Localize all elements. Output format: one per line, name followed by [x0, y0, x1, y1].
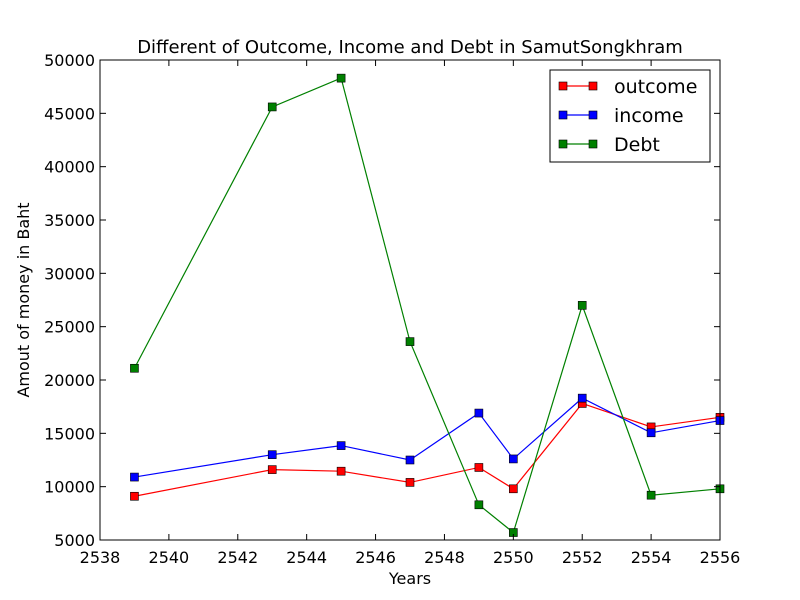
- legend-marker-income: [558, 110, 568, 120]
- y-tick-label: 35000: [44, 211, 95, 230]
- legend-marker-outcome: [588, 81, 598, 91]
- outcome-point: [474, 463, 484, 472]
- debt-point: [267, 102, 277, 112]
- y-tick-label: 50000: [44, 51, 95, 70]
- income-point: [405, 455, 415, 465]
- debt-point: [405, 337, 415, 346]
- income-point: [577, 393, 587, 403]
- y-axis-label: Amout of money in Baht: [14, 202, 33, 397]
- y-tick-label: 10000: [44, 478, 95, 497]
- legend-label-debt: Debt: [614, 134, 660, 156]
- x-tick-label: 2546: [355, 548, 396, 567]
- outcome-point: [405, 478, 415, 487]
- legend-marker-outcome: [558, 81, 568, 91]
- y-tick-label: 5000: [54, 531, 95, 550]
- x-tick-label: 2552: [562, 548, 603, 567]
- x-tick-label: 2544: [286, 548, 327, 567]
- x-tick-label: 2556: [700, 548, 741, 567]
- y-tick-label: 20000: [44, 371, 95, 390]
- y-tick-label: 40000: [44, 158, 95, 177]
- income-point: [267, 450, 277, 459]
- x-tick-label: 2538: [80, 548, 121, 567]
- legend-label-income: income: [614, 105, 684, 127]
- outcome-point: [130, 491, 139, 501]
- y-tick-label: 45000: [44, 104, 95, 123]
- x-tick-label: 2542: [217, 548, 258, 567]
- income-point: [646, 428, 656, 438]
- x-tick-label: 2550: [493, 548, 534, 567]
- debt-point: [577, 301, 587, 310]
- income-point: [130, 472, 139, 482]
- chart-title: Different of Outcome, Income and Debt in…: [137, 37, 683, 58]
- legend-box: [549, 69, 711, 163]
- legend-label-outcome: outcome: [614, 76, 697, 98]
- income-point: [474, 408, 484, 418]
- y-tick-label: 15000: [44, 424, 95, 443]
- debt-point: [474, 500, 484, 510]
- x-axis: 2538 2540 2542 2544 2546 2548 2550 2552 2554 2556: [80, 60, 741, 567]
- legend-marker-income: [588, 110, 598, 120]
- legend-marker-debt: [558, 139, 568, 149]
- plot-frame: [99, 59, 721, 541]
- x-tick-label: 2554: [631, 548, 672, 567]
- x-axis-label: Years: [388, 569, 431, 588]
- y-axis: 5000 10000 15000 20000 25000 30000 35000 40000 4…: [44, 51, 720, 550]
- outcome-point: [267, 465, 277, 474]
- debt-point: [130, 363, 139, 373]
- y-tick-label: 30000: [44, 264, 95, 283]
- outcome-point: [509, 484, 518, 494]
- y-tick-label: 25000: [44, 318, 95, 337]
- legend-marker-debt: [588, 139, 598, 149]
- income-point: [509, 454, 518, 464]
- debt-point: [336, 73, 346, 83]
- income-point: [336, 441, 346, 450]
- debt-point: [646, 490, 656, 500]
- outcome-point: [336, 466, 346, 476]
- x-tick-label: 2548: [424, 548, 465, 567]
- legend: outcome income Debt: [549, 69, 711, 163]
- x-tick-label: 2540: [149, 548, 190, 567]
